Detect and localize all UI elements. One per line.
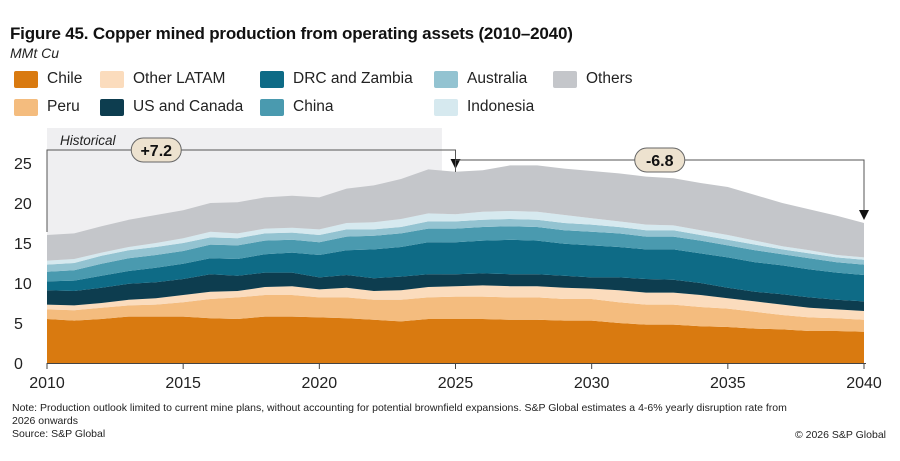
legend-swatch xyxy=(14,70,38,88)
legend-swatch xyxy=(434,70,458,88)
note-line-2: 2026 onwards xyxy=(12,415,78,427)
legend-label: Indonesia xyxy=(467,98,535,115)
legend-item-others: Others xyxy=(553,70,633,88)
legend-item-indonesia: Indonesia xyxy=(434,98,534,116)
y-tick-label: 0 xyxy=(14,356,23,373)
source-label: Source: S&P Global xyxy=(12,428,106,440)
area-us-and-canada xyxy=(47,272,864,311)
area-peru xyxy=(47,295,864,332)
area-australia xyxy=(47,219,864,272)
legend-swatch xyxy=(14,98,38,116)
unit-label: MMt Cu xyxy=(10,45,59,61)
legend-swatch xyxy=(260,98,284,116)
area-chile xyxy=(47,316,864,363)
arrowhead-2040 xyxy=(859,210,869,220)
legend-item-us-canada: US and Canada xyxy=(100,98,243,116)
area-drc-and-zambia xyxy=(47,239,864,302)
legend-swatch xyxy=(100,70,124,88)
x-tick-label: 2035 xyxy=(710,375,746,392)
legend-label: Peru xyxy=(47,98,80,115)
legend-item-china: China xyxy=(260,98,334,116)
legend-swatch xyxy=(553,70,577,88)
legend-label: China xyxy=(293,98,334,115)
x-tick-label: 2025 xyxy=(438,375,474,392)
chart-title: Figure 45. Copper mined production from … xyxy=(10,24,573,43)
y-tick-label: 10 xyxy=(14,276,32,293)
footnote: Note: Production outlook limited to curr… xyxy=(12,402,892,441)
x-tick-label: 2015 xyxy=(165,375,201,392)
annotations: +7.2 -6.8 xyxy=(46,137,869,232)
pill-minus-label: -6.8 xyxy=(646,153,674,170)
x-tick-label: 2010 xyxy=(29,375,65,392)
legend-item-chile: Chile xyxy=(14,70,82,88)
y-tick-label: 15 xyxy=(14,236,32,253)
legend-label: Other LATAM xyxy=(133,70,226,87)
x-tick-label: 2020 xyxy=(302,375,338,392)
pill-plus-bg xyxy=(130,137,182,163)
x-tick-label: 2030 xyxy=(574,375,610,392)
legend-item-australia: Australia xyxy=(434,70,527,88)
y-tick-label: 20 xyxy=(14,196,32,213)
bracket-2010-2025 xyxy=(46,149,456,232)
area-china xyxy=(47,226,864,282)
pill-minus-bg xyxy=(634,147,686,173)
note-line-1: Note: Production outlook limited to curr… xyxy=(12,402,787,414)
y-tick-label: 5 xyxy=(14,316,23,333)
legend-item-other-latam: Other LATAM xyxy=(100,70,225,88)
x-tick-label: 2040 xyxy=(846,375,882,392)
legend-item-peru: Peru xyxy=(14,98,80,116)
legend-swatch xyxy=(434,98,458,116)
area-other-latam xyxy=(47,285,864,320)
copyright: © 2026 S&P Global xyxy=(794,429,886,441)
legend-label: DRC and Zambia xyxy=(293,70,413,87)
legend-swatch xyxy=(260,70,284,88)
area-others xyxy=(47,165,864,261)
legend-swatch xyxy=(100,98,124,116)
legend-label: US and Canada xyxy=(133,98,244,115)
legend-item-drc-zambia: DRC and Zambia xyxy=(260,70,413,88)
legend-label: Chile xyxy=(47,70,83,87)
legend: Chile Peru Other LATAM US and Canada DRC… xyxy=(14,68,894,120)
y-tick-label: 25 xyxy=(14,156,32,173)
pill-plus-label: +7.2 xyxy=(140,143,172,160)
legend-label: Australia xyxy=(467,70,528,87)
historical-label: Historical xyxy=(60,133,117,148)
legend-label: Others xyxy=(586,70,633,87)
area-series-group xyxy=(47,165,864,363)
